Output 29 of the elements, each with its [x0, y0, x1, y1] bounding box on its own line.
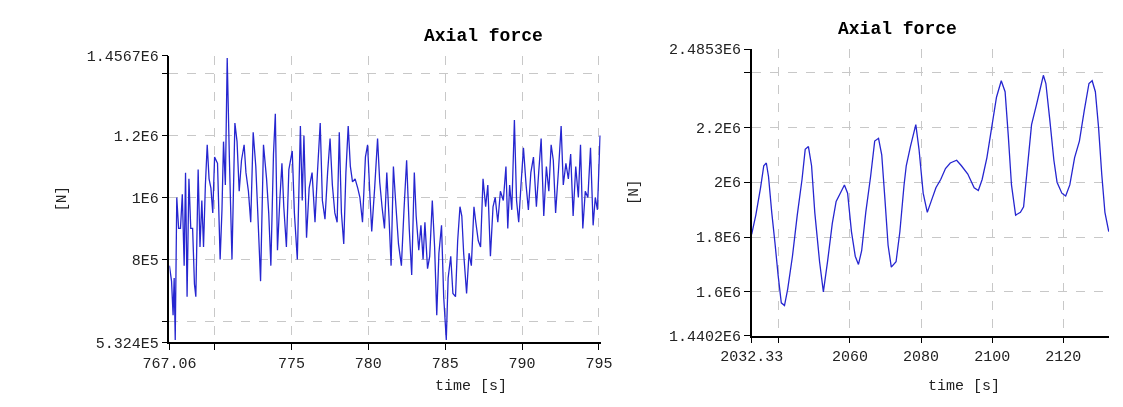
x-tick-label: 790 — [508, 356, 536, 374]
y-tick-label: 1.6E6 — [695, 285, 741, 303]
y-tick-label: 1.4402E6 — [668, 328, 741, 346]
y-axis-title: [N] — [626, 179, 643, 205]
y-tick-label: 2.2E6 — [695, 120, 741, 138]
x-tick-label: 2032.33 — [720, 349, 784, 367]
x-tick-label: 775 — [277, 356, 305, 374]
y-tick-label: 2.4853E6 — [668, 42, 741, 60]
x-tick-label: 767.06 — [142, 356, 197, 374]
y-tick-label: 1E6 — [131, 190, 159, 208]
chart-title: Axial force — [424, 26, 543, 46]
x-tick-label: 2100 — [974, 349, 1011, 367]
x-tick-label: 2060 — [831, 349, 868, 367]
y-tick-label: 1.2E6 — [113, 128, 159, 146]
x-tick-label: 795 — [585, 356, 613, 374]
x-tick-label: 2120 — [1045, 349, 1082, 367]
y-tick-label: 5.324E5 — [95, 335, 159, 353]
chart-title: Axial force — [838, 19, 957, 39]
y-axis-title: [N] — [54, 186, 71, 212]
x-axis-title: time [s] — [435, 378, 508, 395]
y-tick-label: 8E5 — [131, 252, 159, 270]
x-tick-label: 780 — [354, 356, 382, 374]
x-tick-label: 2080 — [903, 349, 940, 367]
y-tick-label: 2E6 — [713, 175, 741, 193]
y-tick-label: 1.8E6 — [695, 230, 741, 248]
line-series — [751, 74, 1110, 307]
x-axis-title: time [s] — [928, 378, 1001, 395]
y-tick-label: 1.4567E6 — [86, 49, 159, 67]
x-tick-label: 785 — [431, 356, 459, 374]
